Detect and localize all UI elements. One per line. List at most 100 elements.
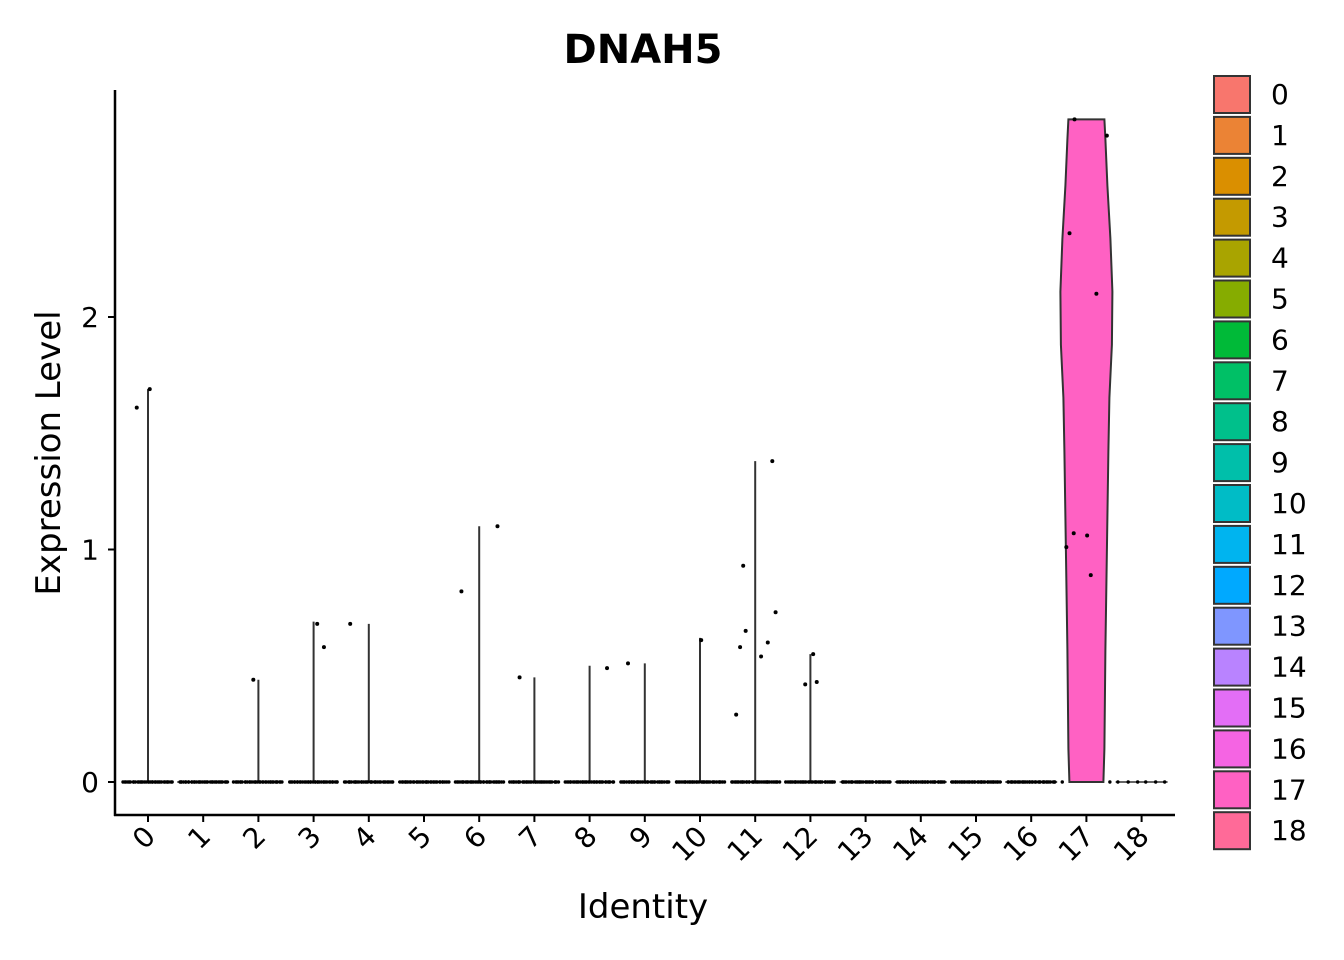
zero-points-cluster-3 (288, 780, 339, 784)
data-point (1085, 533, 1090, 538)
legend-label-17: 17 (1271, 773, 1307, 806)
legend-label-8: 8 (1271, 405, 1289, 438)
data-point (1072, 117, 1077, 122)
data-point (315, 621, 320, 626)
data-point (1094, 291, 1099, 296)
x-tick-label: 2 (236, 820, 272, 856)
x-tick-label: 9 (623, 820, 659, 856)
y-tick-label: 1 (81, 534, 99, 567)
data-point (251, 677, 256, 682)
legend-label-9: 9 (1271, 446, 1289, 479)
legend-label-6: 6 (1271, 323, 1289, 356)
data-point (605, 666, 610, 671)
x-tick-label: 16 (997, 820, 1046, 869)
data-point (759, 654, 764, 659)
data-point (773, 610, 778, 615)
y-tick-label: 0 (81, 766, 99, 799)
data-point (321, 645, 326, 650)
legend-label-11: 11 (1271, 528, 1307, 561)
legend-label-16: 16 (1271, 732, 1307, 765)
legend-label-18: 18 (1271, 814, 1307, 847)
legend-label-14: 14 (1271, 651, 1307, 684)
data-point (517, 675, 522, 680)
x-tick-label: 5 (402, 820, 438, 856)
data-point (738, 645, 743, 650)
legend-key-15 (1213, 688, 1251, 728)
legend-label-3: 3 (1271, 201, 1289, 234)
data-point (625, 661, 630, 666)
data-point (495, 524, 500, 529)
x-tick-label: 8 (568, 820, 604, 856)
legend-key-16 (1213, 729, 1251, 769)
legend-key-1 (1213, 115, 1251, 155)
zero-points-cluster-16 (1006, 780, 1057, 784)
legend-label-5: 5 (1271, 283, 1289, 316)
x-tick-label: 10 (665, 820, 714, 869)
zero-points-cluster-10 (674, 780, 727, 784)
x-tick-label: 0 (126, 820, 162, 856)
data-point (734, 712, 739, 717)
data-point (1071, 531, 1076, 536)
legend-key-12 (1213, 565, 1251, 605)
x-tick-label: 3 (292, 820, 328, 856)
data-point (699, 638, 704, 643)
legend-label-12: 12 (1271, 569, 1307, 602)
x-tick-label: 1 (181, 820, 217, 856)
legend-label-13: 13 (1271, 610, 1307, 643)
data-point (1104, 133, 1109, 138)
legend-key-2 (1213, 156, 1251, 196)
zero-points-cluster-5 (398, 780, 451, 784)
y-axis-title: Expression Level (29, 310, 69, 595)
x-tick-label: 11 (721, 820, 770, 869)
x-tick-label: 14 (886, 820, 935, 869)
legend-label-7: 7 (1271, 364, 1289, 397)
data-point (348, 621, 353, 626)
data-point (459, 589, 464, 594)
plot-area (121, 117, 1168, 784)
legend-label-1: 1 (1271, 119, 1289, 152)
zero-points-cluster-7 (508, 780, 561, 784)
legend-label-2: 2 (1271, 160, 1289, 193)
legend-key-10 (1213, 484, 1251, 523)
x-tick-label: 4 (347, 820, 383, 856)
zero-points-cluster-9 (619, 780, 671, 784)
legend-key-0 (1213, 75, 1251, 114)
zero-points-cluster-4 (342, 780, 395, 784)
zero-points-cluster-13 (840, 780, 892, 784)
legend-key-8 (1213, 402, 1251, 442)
legend-key-17 (1213, 770, 1251, 810)
violin-cluster-17 (1059, 118, 1114, 783)
zero-points-cluster-1 (178, 780, 230, 784)
x-axis-title: Identity (578, 887, 708, 927)
zero-points-cluster-0 (121, 780, 174, 784)
x-tick-label: 13 (831, 820, 880, 869)
x-tick-label: 17 (1052, 820, 1101, 869)
legend-key-14 (1213, 647, 1251, 687)
zero-points-cluster-2 (231, 780, 284, 784)
data-point (741, 563, 746, 568)
legend-key-5 (1213, 279, 1251, 319)
x-tick-label: 7 (512, 820, 548, 856)
zero-points-cluster-12 (784, 780, 836, 784)
legend-key-3 (1213, 197, 1251, 237)
data-point (147, 387, 152, 392)
zero-points-cluster-17 (1060, 780, 1112, 784)
legend-key-18 (1213, 811, 1251, 851)
legend-label-15: 15 (1271, 692, 1307, 725)
data-point (814, 680, 819, 685)
x-tick-label: 18 (1107, 820, 1156, 869)
data-point (803, 682, 808, 687)
chart-title: DNAH5 (564, 27, 723, 73)
data-point (1064, 545, 1069, 550)
legend-key-4 (1213, 238, 1251, 278)
zero-points-cluster-14 (895, 780, 946, 784)
legend-key-11 (1213, 524, 1251, 564)
data-point (743, 628, 748, 633)
zero-points-cluster-15 (950, 780, 1002, 784)
data-point (765, 640, 770, 645)
data-point (134, 405, 139, 410)
x-tick-label: 6 (457, 820, 493, 856)
